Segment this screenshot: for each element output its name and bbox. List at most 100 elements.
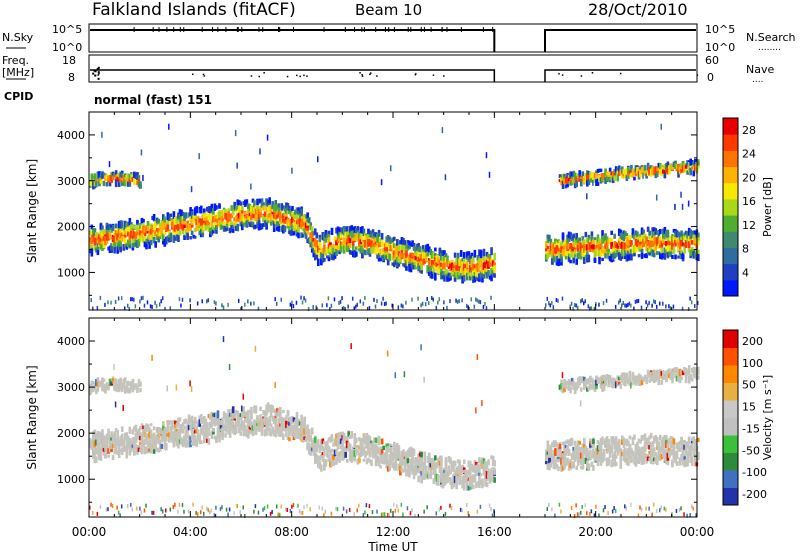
echo-cell xyxy=(421,245,425,251)
echo-cell xyxy=(435,255,439,263)
echo-cell xyxy=(204,433,208,441)
echo-cell xyxy=(248,221,252,227)
echo-cell xyxy=(414,252,417,257)
echo-cell xyxy=(561,464,565,471)
echo-cell xyxy=(364,235,367,240)
echo-cell xyxy=(405,265,408,271)
noise-cell xyxy=(323,513,325,518)
echo-cell xyxy=(438,460,442,466)
echo-cell xyxy=(338,247,341,254)
echo-cell xyxy=(327,457,331,462)
echo-cell xyxy=(301,226,305,231)
echo-cell xyxy=(624,172,627,178)
echo-cell xyxy=(323,441,326,445)
echo-cell xyxy=(323,458,326,465)
echo-cell xyxy=(306,445,309,450)
echo-cell xyxy=(198,209,202,214)
echo-cell xyxy=(342,236,346,241)
echo-cell xyxy=(672,237,676,243)
echo-cell xyxy=(680,253,683,260)
echo-cell xyxy=(605,171,609,177)
echo-cell xyxy=(397,244,401,252)
echo-cell xyxy=(487,254,490,259)
echo-cell xyxy=(569,172,572,177)
echo-cell xyxy=(272,211,276,219)
echo-cell xyxy=(564,176,568,184)
echo-cell xyxy=(116,387,119,393)
echo-cell xyxy=(473,461,477,466)
echo-cell xyxy=(127,240,130,248)
echo-cell xyxy=(572,383,575,390)
echo-cell xyxy=(405,452,408,458)
echo-cell xyxy=(127,441,130,447)
echo-cell xyxy=(549,444,553,453)
echo-cell xyxy=(198,419,202,427)
echo-cell xyxy=(295,207,299,216)
noise-cell xyxy=(473,304,476,309)
echo-cell xyxy=(253,426,256,431)
noise-cell xyxy=(482,304,485,309)
noise-cell xyxy=(107,300,109,305)
echo-cell xyxy=(254,422,258,429)
echo-cell xyxy=(379,458,382,463)
echo-cell xyxy=(244,424,247,429)
echo-cell xyxy=(595,239,598,245)
echo-cell xyxy=(225,217,229,225)
echo-cell xyxy=(469,475,472,481)
noise-cell xyxy=(488,171,491,178)
echo-cell xyxy=(674,254,677,260)
noise-cell xyxy=(136,506,138,511)
echo-cell xyxy=(274,219,278,224)
echo-cell xyxy=(420,475,423,484)
echo-cell xyxy=(89,237,92,245)
echo-cell xyxy=(567,231,571,240)
echo-cell xyxy=(283,206,287,211)
echo-cell xyxy=(456,465,460,472)
echo-cell xyxy=(459,273,463,279)
echo-cell xyxy=(186,443,189,447)
echo-cell xyxy=(552,449,556,457)
echo-cell xyxy=(271,415,274,422)
noise-cell xyxy=(380,179,383,186)
echo-cell xyxy=(561,383,565,387)
echo-cell xyxy=(254,425,258,432)
noise-cell xyxy=(326,303,328,308)
echo-cell xyxy=(408,263,411,272)
echo-cell xyxy=(397,263,401,267)
echo-cell xyxy=(259,423,262,429)
echo-cell xyxy=(193,422,197,429)
echo-cell xyxy=(152,223,156,230)
noise-cell xyxy=(161,509,164,514)
echo-cell xyxy=(569,248,572,254)
echo-cell xyxy=(619,253,623,261)
echo-cell xyxy=(259,418,262,426)
echo-cell xyxy=(107,436,110,441)
echo-cell xyxy=(117,244,121,250)
echo-cell xyxy=(692,251,696,259)
echo-cell xyxy=(435,473,439,482)
echo-cell xyxy=(279,416,282,422)
echo-cell xyxy=(666,229,670,238)
echo-cell xyxy=(212,216,215,223)
echo-cell xyxy=(155,234,159,241)
echo-cell xyxy=(233,428,236,436)
nave-point xyxy=(97,74,99,76)
echo-cell xyxy=(458,466,461,470)
echo-cell xyxy=(361,234,364,243)
echo-cell xyxy=(379,446,382,453)
echo-cell xyxy=(265,208,268,213)
echo-cell xyxy=(285,417,288,421)
echo-cell xyxy=(239,413,243,417)
echo-cell xyxy=(113,239,116,247)
echo-cell xyxy=(241,422,244,428)
echo-cell xyxy=(204,428,208,435)
echo-cell xyxy=(136,171,139,180)
echo-cell xyxy=(274,208,278,216)
echo-cell xyxy=(241,414,244,419)
noise-cell xyxy=(330,511,333,516)
noise-cell xyxy=(139,299,141,304)
echo-cell xyxy=(569,462,572,469)
noise-cell xyxy=(131,297,134,302)
echo-cell xyxy=(476,255,480,261)
echo-cell xyxy=(298,430,302,438)
